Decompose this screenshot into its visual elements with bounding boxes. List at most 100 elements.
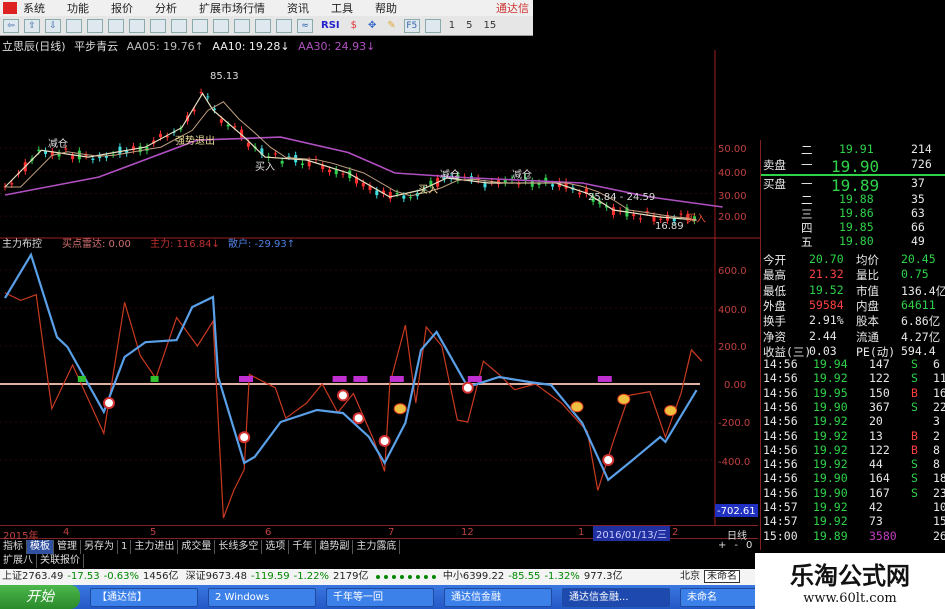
tick-volume: 150 [869,385,890,400]
buy-signal-marker [352,412,365,425]
rsi-button[interactable]: RSI [321,20,340,31]
chart-title: 立思辰(日线) 平步青云 AA05: 19.76↑ AA10: 19.28↓ A… [2,38,380,54]
menu-extended-market[interactable]: 扩展市场行情 [199,2,265,15]
task-tdx-finance[interactable]: 通达信金融 [444,587,552,607]
tab-4[interactable]: 1 [118,540,132,554]
ma5-line [4,92,697,221]
chart-8-icon[interactable] [213,18,229,33]
tick-row: 14:56 19.90 164 S 18 [761,471,945,485]
zoom-in-button[interactable]: + [718,540,727,551]
move-icon[interactable]: ✥ [368,20,377,31]
wave-icon[interactable]: ≈ [297,18,313,33]
menu-news[interactable]: 资讯 [287,2,309,15]
zx-index[interactable]: 中小6399.22 [442,571,505,582]
f5-icon[interactable]: F5 [403,18,420,33]
price-grid [0,147,715,461]
doc-field[interactable]: 未命名 [704,570,740,583]
reduce-label-3: 减仓 [512,168,532,181]
price-tick: 30.00 [718,191,747,202]
zx-pct: -1.32% [544,571,580,582]
tick-side: S [911,485,918,500]
order-price: 19.89 [831,176,880,195]
indicator-tabs: 指标 模板 管理 另存为 1 主力进出 成交量 长线多空 选项 千年 趋势副 主力露底 [0,540,758,554]
tab-0[interactable]: 指标 [0,540,27,554]
menu-analysis[interactable]: 分析 [155,2,177,15]
stat-label: 最低 [763,283,786,298]
tick-count: 3 [933,414,940,429]
menu-tools[interactable]: 工具 [331,2,353,15]
zero-cross-label [77,376,86,382]
tick-side: B [911,385,918,400]
tick-price: 19.90 [813,399,848,414]
task-qiannian[interactable]: 千年等一回 [326,587,434,607]
chart-12-icon[interactable] [424,18,441,33]
period-selector[interactable]: 日线 [727,531,747,542]
chart-5-icon[interactable] [150,18,166,33]
dollar-icon[interactable]: $ [350,20,357,31]
chart-11-icon[interactable] [276,18,292,33]
period-1[interactable]: 1 [448,20,456,31]
menu-quote[interactable]: 报价 [111,2,133,15]
zoom-controls: + - 0 [718,540,752,551]
orderbook-row: 三 19.86 63 [761,206,945,221]
tab-9[interactable]: 千年 [289,540,317,554]
back-arrow-icon[interactable]: ⇦ [3,18,19,33]
chart-1-icon[interactable] [66,18,82,33]
task-windows[interactable]: 2 Windows [208,587,316,607]
chart-6-icon[interactable] [171,18,187,33]
tab-6[interactable]: 成交量 [178,540,216,554]
tab-11[interactable]: 主力露底 [353,540,401,554]
chart-3-icon[interactable] [108,18,124,33]
pencil-icon[interactable]: ✎ [387,20,396,31]
quote-panel: 二 19.91 214 卖盘一 19.90 726 买盘一 19.89 37 二 19.88 35 三 1… [760,140,945,550]
current-value: -702.61 [717,506,756,517]
down-arrow-icon[interactable]: ⇩ [45,18,61,33]
period-15[interactable]: 15 [483,20,497,31]
chart-7-icon[interactable] [192,18,208,33]
tab-5[interactable]: 主力进出 [131,540,179,554]
sh-index[interactable]: 上证2763.49 [2,571,64,582]
menu-system[interactable]: 系统 [23,2,45,15]
sz-amount: 2179亿 [333,571,369,582]
tab-10[interactable]: 趋势副 [316,540,354,554]
tick-count: 16 [933,385,945,400]
tab-1[interactable]: 模板 [27,540,54,554]
sh-pct: -0.63% [103,571,139,582]
orderbook-row: 五 19.80 49 [761,234,945,249]
tab-3[interactable]: 另存为 [81,540,118,554]
task-tdx-finance-2[interactable]: 通达信金融... [562,587,670,607]
order-volume: 66 [911,220,925,234]
tab-2[interactable]: 管理 [54,540,81,554]
tick-time: 15:00 [763,528,798,543]
city-label: 北京 [680,571,700,582]
zoom-reset-button[interactable]: 0 [746,540,753,551]
tab-7[interactable]: 长线多空 [215,540,263,554]
start-button[interactable]: 开始 [0,585,80,609]
up-arrow-icon[interactable]: ⇧ [24,18,40,33]
chart-10-icon[interactable] [255,18,271,33]
zero-cross-label [597,376,612,382]
buy-signal-marker [103,397,115,409]
task-tdx[interactable]: 【通达信】 [90,587,198,607]
zoom-out-button[interactable]: - [734,540,738,551]
chart-2-icon[interactable] [87,18,103,33]
sz-index[interactable]: 深证9673.48 [185,571,247,582]
order-price: 19.90 [831,157,880,176]
chart-4-icon[interactable] [129,18,145,33]
tick-side: B [911,442,918,457]
menu-help[interactable]: 帮助 [375,2,397,15]
city-doc-block: 北京 未命名 [680,569,744,585]
tab-related-quote[interactable]: 关联报价 [37,554,84,568]
menu-function[interactable]: 功能 [67,2,89,15]
stat-value: 4.27亿 [901,329,941,344]
period-5[interactable]: 5 [466,20,473,31]
brand-label: 通达信 [496,2,529,15]
buy-label: 买入 [255,161,275,173]
tab-extend-8[interactable]: 扩展八 [0,554,37,568]
stock-name: 立思辰(日线) [2,40,66,53]
retail-line [4,252,698,482]
chart-9-icon[interactable] [234,18,250,33]
tab-8[interactable]: 选项 [262,540,290,554]
chart-area[interactable]: 85.13 16.89 25.84 - 24.59 减仓 强势退出 买入 买入 … [0,0,760,525]
order-price: 19.86 [839,206,874,220]
